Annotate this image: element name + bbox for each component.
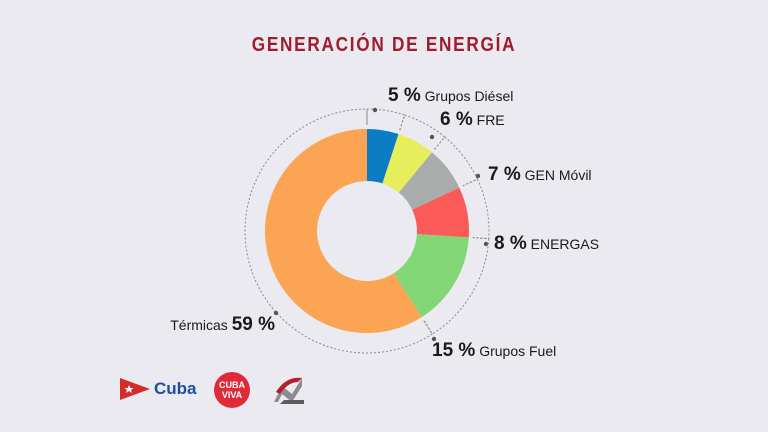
slice-gen-m-vil	[398, 152, 460, 210]
slice-label: 5 % Grupos Diésel	[388, 85, 513, 106]
leader-bracket	[244, 108, 434, 354]
slice-grupos-di-sel	[367, 129, 399, 184]
cuba-logo-text: Cuba	[154, 379, 197, 398]
slice-label: 7 % GEN Móvil	[488, 164, 592, 185]
leader-dot	[475, 173, 481, 179]
chart-title: GENERACIÓN DE ENERGÍA	[251, 34, 517, 56]
brand-mark-logo	[268, 372, 308, 408]
slice-label: 8 % ENERGAS	[494, 233, 599, 254]
slice-label: Térmicas 59 %	[170, 314, 275, 335]
cubaviva-badge-icon	[214, 372, 250, 408]
leader-bracket	[462, 178, 490, 240]
slice-name: FRE	[473, 112, 505, 128]
slice-fre	[382, 133, 433, 193]
cubaviva-line1: CUBA	[219, 380, 245, 390]
slice-percent: 5 %	[388, 85, 421, 106]
slice-grupos-fuel	[393, 234, 469, 318]
leader-dot	[483, 241, 489, 247]
leader-dot	[429, 134, 435, 140]
slice-name: Térmicas	[170, 317, 231, 333]
leader-dot	[372, 107, 378, 113]
leader-bracket	[423, 237, 490, 335]
cuba-flag-icon	[120, 378, 150, 400]
leader-bracket	[399, 114, 446, 150]
leader-dot	[431, 336, 437, 342]
slice-name: Grupos Fuel	[475, 343, 556, 359]
slice-percent: 8 %	[494, 233, 527, 254]
slice-name: GEN Móvil	[521, 167, 592, 183]
leader-bracket	[434, 136, 479, 187]
slice-name: Grupos Diésel	[421, 88, 514, 104]
slice-percent: 6 %	[440, 109, 473, 130]
slice-label: 15 % Grupos Fuel	[432, 340, 556, 361]
leader-dot	[273, 310, 279, 316]
cubaviva-logo: CUBA VIVA	[212, 370, 252, 410]
slice-percent: 59 %	[232, 314, 275, 335]
slice-label: 6 % FRE	[440, 109, 505, 130]
leader-bracket	[366, 108, 406, 131]
slice-energas	[412, 187, 469, 238]
slice-percent: 7 %	[488, 164, 521, 185]
cuba-logo: Cuba	[120, 374, 200, 404]
slice-percent: 15 %	[432, 340, 475, 361]
brand-mark-icon	[274, 377, 304, 404]
slice-name: ENERGAS	[527, 236, 599, 252]
cubaviva-line2: VIVA	[221, 390, 243, 400]
slice-t-rmicas	[265, 129, 422, 333]
